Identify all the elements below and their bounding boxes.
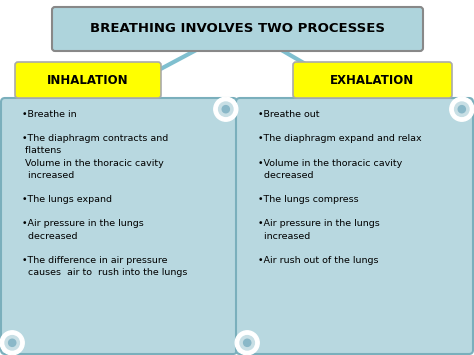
Circle shape bbox=[458, 105, 465, 113]
Circle shape bbox=[244, 339, 251, 346]
Text: BREATHING INVOLVES TWO PROCESSES: BREATHING INVOLVES TWO PROCESSES bbox=[90, 22, 385, 36]
Text: •Breathe out

•The diaphragm expand and relax

•Volume in the thoracic cavity
  : •Breathe out •The diaphragm expand and r… bbox=[258, 110, 422, 265]
FancyBboxPatch shape bbox=[293, 62, 452, 98]
FancyBboxPatch shape bbox=[1, 98, 237, 354]
Circle shape bbox=[240, 335, 255, 350]
Circle shape bbox=[455, 102, 469, 116]
Circle shape bbox=[450, 97, 474, 121]
Circle shape bbox=[9, 339, 16, 346]
Circle shape bbox=[0, 331, 24, 355]
FancyBboxPatch shape bbox=[236, 98, 473, 354]
Circle shape bbox=[5, 335, 19, 350]
Circle shape bbox=[219, 102, 233, 116]
FancyBboxPatch shape bbox=[15, 62, 161, 98]
Text: EXHALATION: EXHALATION bbox=[330, 73, 415, 87]
Circle shape bbox=[214, 97, 238, 121]
FancyBboxPatch shape bbox=[52, 7, 423, 51]
Text: •Breathe in

•The diaphragm contracts and
 flattens
 Volume in the thoracic cavi: •Breathe in •The diaphragm contracts and… bbox=[22, 110, 187, 277]
Circle shape bbox=[235, 331, 259, 355]
Circle shape bbox=[222, 105, 229, 113]
Text: INHALATION: INHALATION bbox=[47, 73, 129, 87]
